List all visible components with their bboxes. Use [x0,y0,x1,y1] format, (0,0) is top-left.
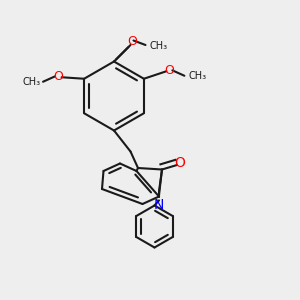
Text: O: O [164,64,174,77]
Text: O: O [175,157,185,170]
Text: CH₃: CH₃ [22,77,40,87]
Text: CH₃: CH₃ [188,71,206,81]
Text: CH₃: CH₃ [150,41,168,51]
Text: O: O [54,70,64,83]
Text: O: O [127,35,137,49]
Text: N: N [154,198,164,212]
